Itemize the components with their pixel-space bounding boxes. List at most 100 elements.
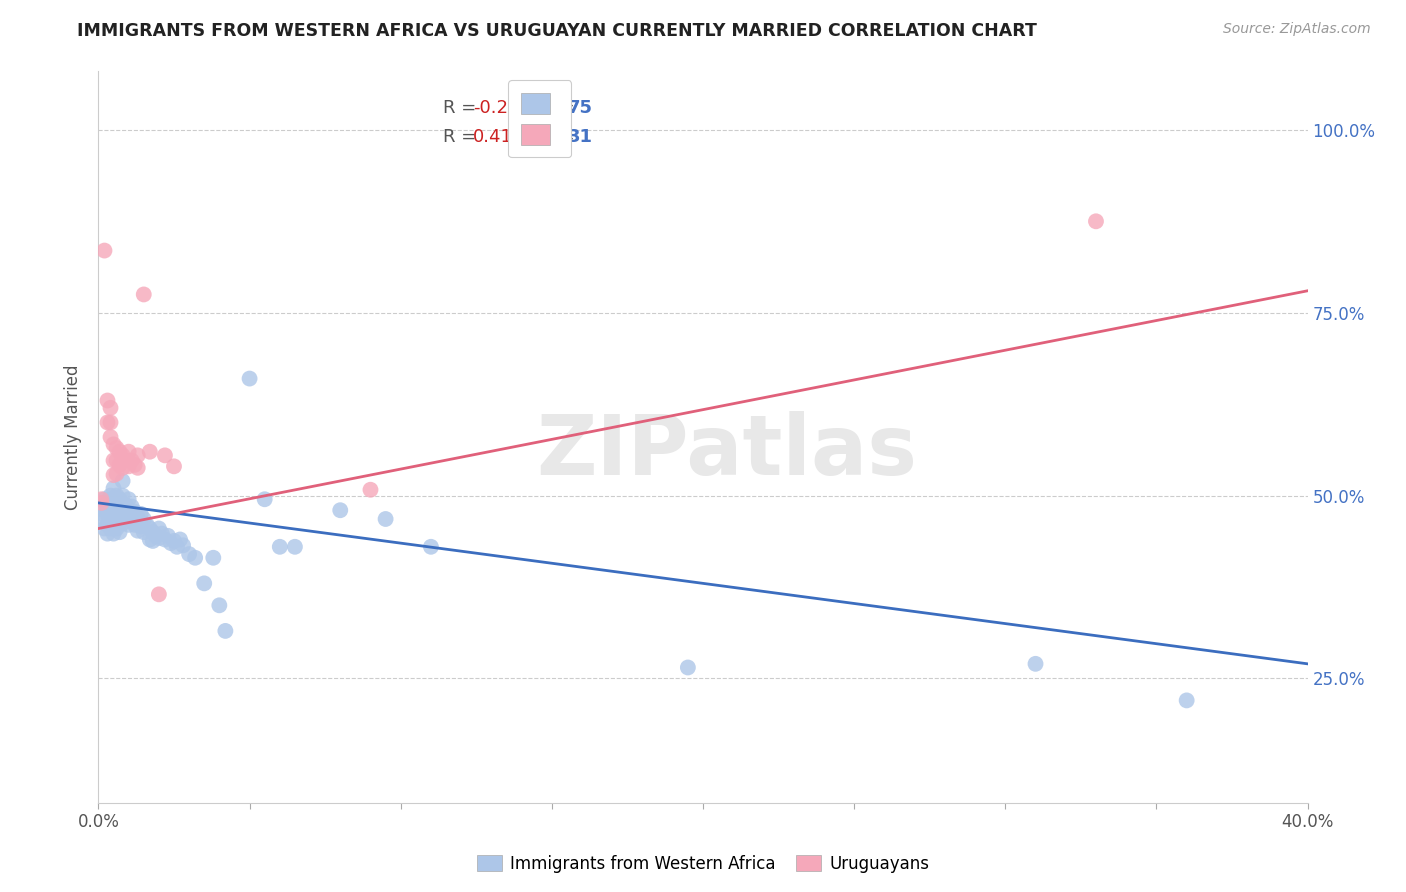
Point <box>148 531 170 545</box>
Point <box>172 538 194 552</box>
Point <box>153 448 176 462</box>
Point <box>121 500 143 514</box>
Point <box>103 481 125 495</box>
Point <box>103 437 125 451</box>
Point <box>103 492 125 507</box>
Text: IMMIGRANTS FROM WESTERN AFRICA VS URUGUAYAN CURRENTLY MARRIED CORRELATION CHART: IMMIGRANTS FROM WESTERN AFRICA VS URUGUA… <box>77 22 1038 40</box>
Point <box>121 514 143 528</box>
Point <box>1175 693 1198 707</box>
Point <box>103 453 125 467</box>
Point <box>96 416 118 430</box>
Point <box>166 540 188 554</box>
Point <box>139 521 162 535</box>
Point <box>100 521 122 535</box>
Point <box>127 510 149 524</box>
Point <box>153 533 176 547</box>
Point <box>214 624 236 638</box>
Point <box>105 500 128 514</box>
Point <box>329 503 352 517</box>
Point <box>100 401 122 415</box>
Text: R =: R = <box>443 99 482 117</box>
Point <box>111 516 134 531</box>
Point <box>127 460 149 475</box>
Point <box>163 459 186 474</box>
Point <box>269 540 291 554</box>
Point <box>132 287 155 301</box>
Point <box>145 529 167 543</box>
Point <box>114 453 136 467</box>
Point <box>156 529 179 543</box>
Point <box>93 503 115 517</box>
Point <box>96 496 118 510</box>
Point <box>420 540 443 554</box>
Point <box>96 517 118 532</box>
Point <box>100 510 122 524</box>
Point <box>111 474 134 488</box>
Point <box>124 517 146 532</box>
Point <box>108 525 131 540</box>
Point <box>139 533 162 547</box>
Point <box>284 540 307 554</box>
Point <box>111 489 134 503</box>
Point <box>179 547 201 561</box>
Point <box>374 512 396 526</box>
Point <box>163 533 186 548</box>
Legend: , : , <box>508 80 571 157</box>
Point <box>1085 214 1108 228</box>
Point <box>105 453 128 467</box>
Point <box>108 444 131 458</box>
Text: Source: ZipAtlas.com: Source: ZipAtlas.com <box>1223 22 1371 37</box>
Point <box>253 492 276 507</box>
Point <box>118 507 141 521</box>
Point <box>90 492 112 507</box>
Point <box>111 460 134 475</box>
Point <box>105 521 128 535</box>
Point <box>676 660 699 674</box>
Point <box>103 503 125 517</box>
Point <box>184 550 207 565</box>
Point <box>103 526 125 541</box>
Point <box>100 500 122 514</box>
Point <box>90 507 112 521</box>
Point <box>100 430 122 444</box>
Point <box>132 525 155 540</box>
Point <box>208 599 231 613</box>
Point <box>202 550 225 565</box>
Point <box>100 416 122 430</box>
Text: R =: R = <box>443 128 482 146</box>
Point <box>118 444 141 458</box>
Point <box>93 244 115 258</box>
Point <box>118 492 141 507</box>
Point <box>127 524 149 538</box>
Point <box>124 505 146 519</box>
Text: N =: N = <box>529 99 581 117</box>
Y-axis label: Currently Married: Currently Married <box>65 364 83 510</box>
Point <box>93 514 115 528</box>
Point <box>148 587 170 601</box>
Point <box>132 512 155 526</box>
Point <box>121 453 143 467</box>
Point <box>90 500 112 514</box>
Point <box>193 576 215 591</box>
Point <box>108 492 131 507</box>
Point <box>105 510 128 524</box>
Point <box>93 521 115 535</box>
Point <box>111 448 134 462</box>
Text: N =: N = <box>529 128 581 146</box>
Point <box>96 507 118 521</box>
Point <box>103 516 125 530</box>
Text: 0.418: 0.418 <box>474 128 524 146</box>
Point <box>103 468 125 483</box>
Point <box>105 441 128 455</box>
Point <box>127 448 149 462</box>
Point <box>105 467 128 481</box>
Point <box>129 507 152 521</box>
Point <box>118 517 141 532</box>
Point <box>169 533 191 547</box>
Point <box>142 525 165 540</box>
Point <box>135 517 157 532</box>
Point <box>129 519 152 533</box>
Point <box>150 526 173 541</box>
Point <box>360 483 382 497</box>
Point <box>105 489 128 503</box>
